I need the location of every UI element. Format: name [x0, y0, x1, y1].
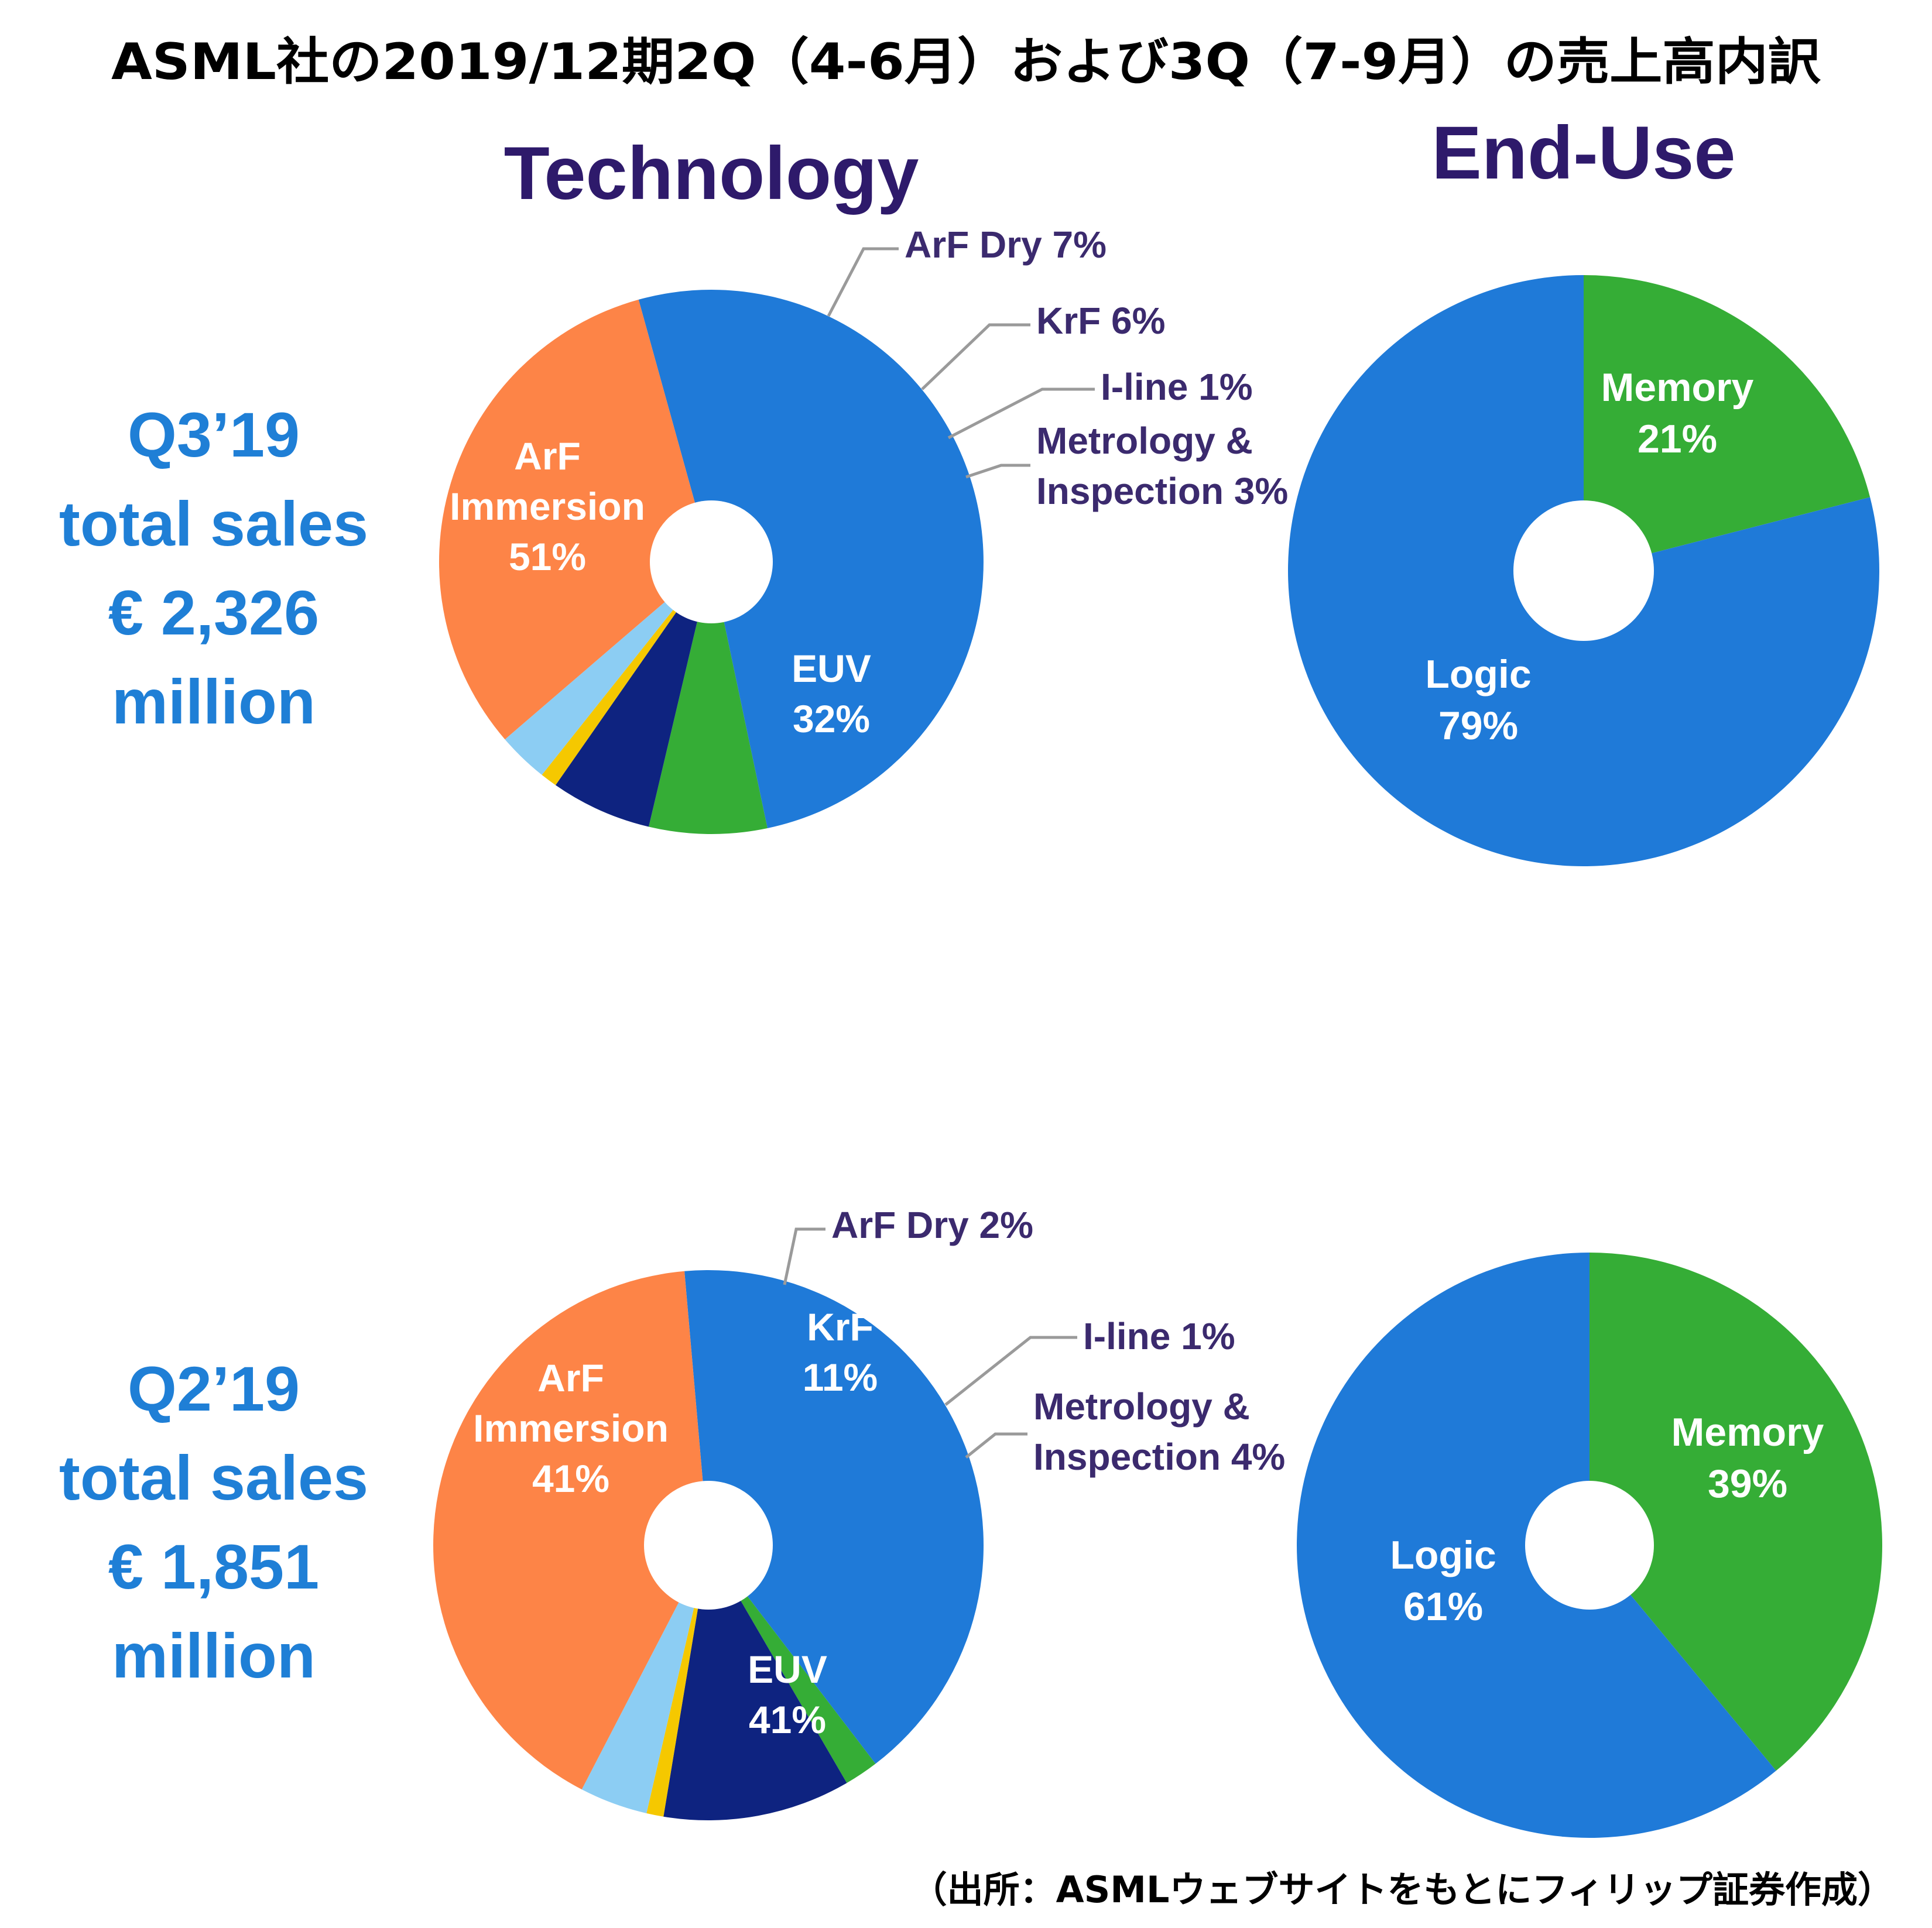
leader-line-arf-dry [783, 1227, 825, 1285]
pie-slice-euv [433, 1271, 708, 1790]
leader-line-arf-dry [827, 247, 899, 317]
data-label-metrology-inspection: Metrology & [1036, 420, 1253, 462]
data-label-logic: Logic [1425, 652, 1531, 697]
data-label-memory: Memory [1601, 365, 1754, 410]
data-label-arf-immersion: Immersion [473, 1406, 669, 1450]
enduse-heading: End-Use [1431, 111, 1735, 195]
sales-line: € 2,326 [108, 577, 319, 648]
sales-line: million [112, 666, 316, 737]
pie-slice-i-line [646, 1545, 708, 1817]
data-label-arf-immersion: 51% [509, 535, 586, 578]
pie-slice-krf [663, 1545, 847, 1821]
donut-hole [650, 500, 773, 623]
data-label-metrology-inspection: Inspection 4% [1033, 1436, 1285, 1478]
pie-slice-euv [439, 299, 711, 740]
pie-slice-memory [1584, 275, 1871, 571]
data-label-krf: 11% [803, 1356, 878, 1399]
sales-line: total sales [59, 1442, 368, 1513]
pie-slice-arf-dry [649, 562, 768, 835]
technology-pie-q3: ArF Immersion 51% ArF Dry 7% KrF 6% I-line 1%… [439, 224, 1288, 835]
pie-slice-krf [555, 562, 711, 827]
technology-heading: Technology [504, 132, 919, 215]
data-label-krf: KrF [807, 1305, 873, 1349]
sales-line: € 1,851 [108, 1531, 319, 1602]
leader-line-metrology-inspection [965, 1432, 1027, 1459]
data-label-i-line: I-line 1% [1083, 1315, 1235, 1357]
data-label-arf-immersion: ArF [537, 1356, 604, 1399]
data-label-memory: Memory [1671, 1410, 1824, 1454]
data-label-arf-dry: ArF Dry 7% [905, 224, 1107, 266]
q3-total-sales-block: Q3’19 total sales € 2,326 million [59, 399, 368, 737]
donut-hole [644, 1481, 773, 1610]
pie-slice-arf-immersion [638, 290, 984, 829]
data-label-memory: 39% [1708, 1462, 1787, 1506]
pie-slice-memory [1590, 1252, 1883, 1771]
data-label-euv: 32% [793, 697, 870, 740]
leader-line-metrology-inspection [965, 464, 1030, 479]
pie-slice-metrology-inspection [581, 1545, 708, 1813]
q2-total-sales-block: Q2’19 total sales € 1,851 million [59, 1353, 368, 1691]
data-label-memory: 21% [1638, 417, 1717, 461]
sales-line: Q2’19 [128, 1353, 300, 1424]
data-label-euv: 41% [749, 1698, 826, 1741]
data-label-metrology-inspection: Inspection 3% [1036, 470, 1288, 512]
data-label-logic: 61% [1403, 1584, 1483, 1629]
leader-line-i-line [944, 1336, 1077, 1406]
donut-hole [1525, 1481, 1654, 1610]
sales-line: total sales [59, 488, 368, 559]
enduse-pie-q3: Memory 21% Logic 79% [1287, 275, 1879, 866]
data-label-krf: KrF 6% [1036, 300, 1166, 342]
pie-slices [433, 1270, 984, 1821]
pie-slice-arf-dry [708, 1545, 876, 1783]
data-label-arf-immersion: ArF [514, 434, 581, 478]
data-label-logic: 79% [1438, 704, 1518, 748]
leader-line-krf [921, 323, 1030, 390]
figure-title: ASML社の2019/12期2Q（4-6月）および3Q（7-9月）の売上高内訳 [111, 33, 1821, 91]
pie-slice-i-line [542, 562, 711, 785]
data-label-euv: EUV [792, 647, 871, 690]
data-label-metrology-inspection: Metrology & [1033, 1385, 1250, 1428]
pie-slice-arf-immersion [684, 1270, 984, 1764]
pie-slices [439, 290, 984, 835]
technology-pie-q2: ArF Immersion 41% ArF Dry 2% KrF 11% I-line 1%… [433, 1204, 1285, 1821]
sales-line: Q3’19 [128, 399, 300, 470]
enduse-pie-q2: Memory 39% Logic 61% [1297, 1252, 1883, 1838]
data-label-arf-immersion: Immersion [450, 485, 645, 528]
pie-slice-metrology-inspection [505, 562, 711, 775]
donut-hole [1513, 500, 1654, 641]
data-label-euv: EUV [748, 1648, 827, 1691]
data-label-logic: Logic [1390, 1533, 1496, 1577]
source-note: （出所：ASMLウェブサイトをもとにフィリップ証券作成） [911, 1868, 1894, 1911]
data-label-i-line: I-line 1% [1101, 366, 1253, 408]
data-label-arf-immersion: 41% [532, 1457, 609, 1500]
data-label-arf-dry: ArF Dry 2% [831, 1204, 1033, 1246]
sales-line: million [112, 1620, 316, 1691]
leader-line-i-line [947, 387, 1095, 440]
